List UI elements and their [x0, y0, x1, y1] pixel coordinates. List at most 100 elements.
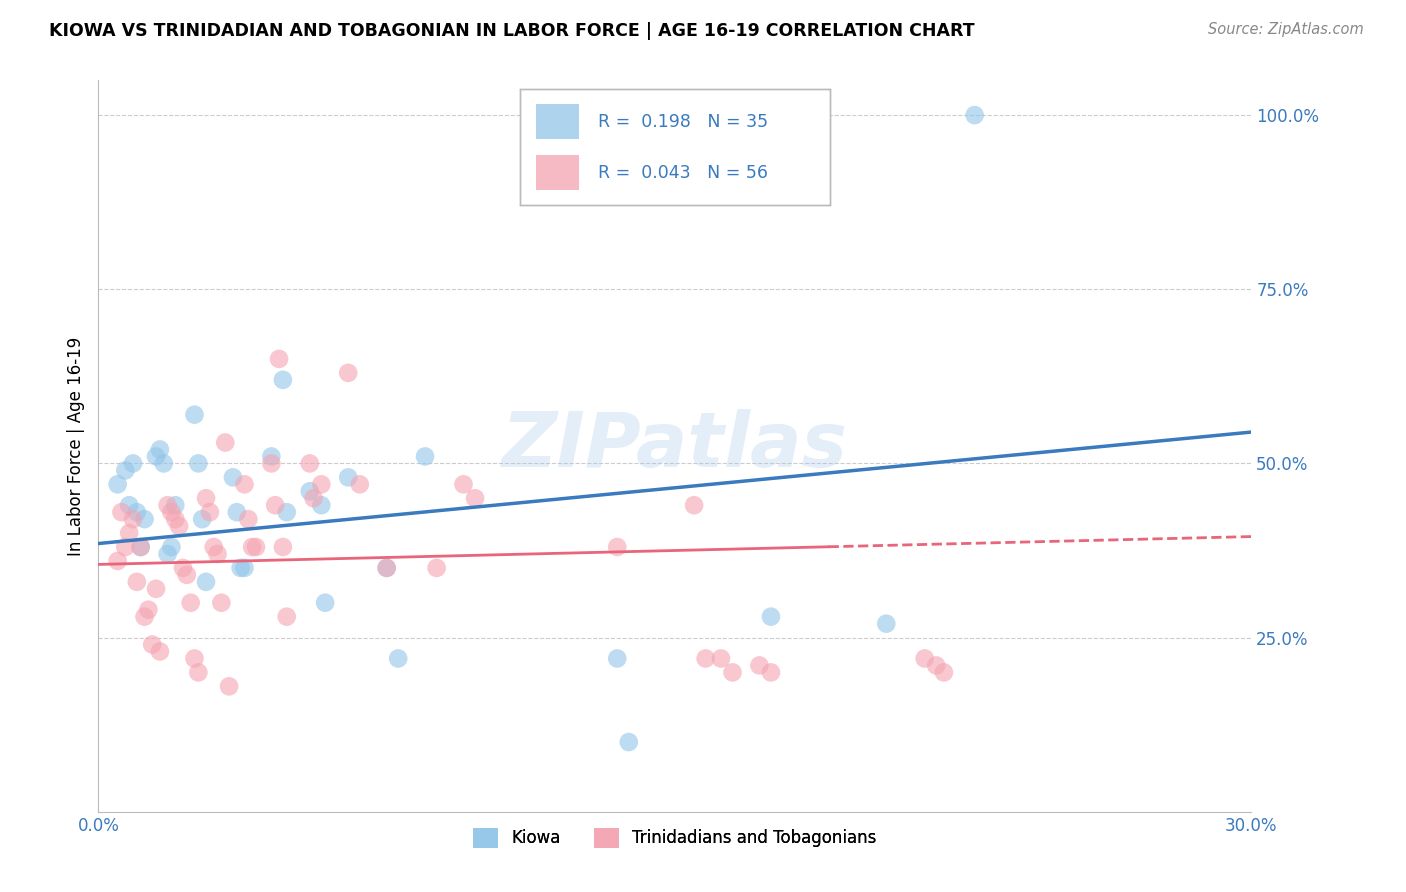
- Point: [606, 540, 628, 554]
- Point: [125, 505, 148, 519]
- Point: [683, 498, 706, 512]
- Point: [387, 651, 409, 665]
- Point: [260, 450, 283, 464]
- Point: [195, 574, 218, 589]
- Point: [606, 651, 628, 665]
- Point: [118, 498, 141, 512]
- Point: [233, 477, 256, 491]
- Point: [218, 679, 240, 693]
- Point: [198, 505, 221, 519]
- Point: [118, 526, 141, 541]
- Point: [349, 477, 371, 491]
- Point: [271, 373, 294, 387]
- Point: [464, 491, 486, 506]
- Point: [187, 665, 209, 680]
- Point: [183, 651, 205, 665]
- Point: [932, 665, 955, 680]
- Point: [721, 665, 744, 680]
- Point: [695, 651, 717, 665]
- Point: [107, 477, 129, 491]
- Point: [298, 457, 321, 471]
- Point: [302, 491, 325, 506]
- Point: [617, 735, 640, 749]
- Text: R =  0.198   N = 35: R = 0.198 N = 35: [598, 112, 768, 130]
- Point: [165, 498, 187, 512]
- Point: [260, 457, 283, 471]
- Point: [413, 450, 436, 464]
- Point: [925, 658, 948, 673]
- Point: [202, 540, 225, 554]
- Point: [426, 561, 449, 575]
- Point: [129, 540, 152, 554]
- Point: [122, 457, 145, 471]
- Point: [145, 450, 167, 464]
- Point: [114, 463, 136, 477]
- Point: [271, 540, 294, 554]
- Point: [160, 505, 183, 519]
- Point: [229, 561, 252, 575]
- Point: [214, 435, 236, 450]
- Y-axis label: In Labor Force | Age 16-19: In Labor Force | Age 16-19: [66, 336, 84, 556]
- Point: [375, 561, 398, 575]
- Point: [110, 505, 132, 519]
- FancyBboxPatch shape: [536, 104, 579, 139]
- Point: [152, 457, 174, 471]
- Point: [238, 512, 260, 526]
- Point: [209, 596, 232, 610]
- Point: [240, 540, 263, 554]
- Point: [165, 512, 187, 526]
- Point: [276, 505, 298, 519]
- Point: [314, 596, 336, 610]
- Point: [138, 603, 160, 617]
- Point: [222, 470, 245, 484]
- Point: [141, 638, 163, 652]
- Point: [134, 609, 156, 624]
- Point: [267, 351, 290, 366]
- Point: [875, 616, 897, 631]
- Point: [176, 567, 198, 582]
- Point: [759, 665, 782, 680]
- Text: Source: ZipAtlas.com: Source: ZipAtlas.com: [1208, 22, 1364, 37]
- Point: [759, 609, 782, 624]
- Point: [125, 574, 148, 589]
- Point: [183, 408, 205, 422]
- Point: [195, 491, 218, 506]
- Point: [337, 470, 360, 484]
- Point: [233, 561, 256, 575]
- Point: [107, 554, 129, 568]
- Point: [225, 505, 247, 519]
- Point: [114, 540, 136, 554]
- Point: [963, 108, 986, 122]
- Point: [453, 477, 475, 491]
- Point: [149, 442, 172, 457]
- FancyBboxPatch shape: [536, 155, 579, 190]
- Point: [276, 609, 298, 624]
- Point: [298, 484, 321, 499]
- Point: [748, 658, 770, 673]
- Point: [167, 519, 190, 533]
- Point: [311, 498, 333, 512]
- Point: [245, 540, 267, 554]
- Point: [710, 651, 733, 665]
- Text: ZIPatlas: ZIPatlas: [502, 409, 848, 483]
- Text: KIOWA VS TRINIDADIAN AND TOBAGONIAN IN LABOR FORCE | AGE 16-19 CORRELATION CHART: KIOWA VS TRINIDADIAN AND TOBAGONIAN IN L…: [49, 22, 974, 40]
- Point: [311, 477, 333, 491]
- Point: [264, 498, 287, 512]
- Point: [122, 512, 145, 526]
- Point: [337, 366, 360, 380]
- Legend: Kiowa, Trinidadians and Tobagonians: Kiowa, Trinidadians and Tobagonians: [467, 821, 883, 855]
- Point: [145, 582, 167, 596]
- Point: [134, 512, 156, 526]
- Point: [149, 644, 172, 658]
- Point: [160, 540, 183, 554]
- Point: [156, 547, 179, 561]
- Text: R =  0.043   N = 56: R = 0.043 N = 56: [598, 164, 768, 182]
- Point: [914, 651, 936, 665]
- Point: [207, 547, 229, 561]
- Point: [375, 561, 398, 575]
- Point: [156, 498, 179, 512]
- Point: [129, 540, 152, 554]
- Point: [191, 512, 214, 526]
- Point: [172, 561, 194, 575]
- Point: [180, 596, 202, 610]
